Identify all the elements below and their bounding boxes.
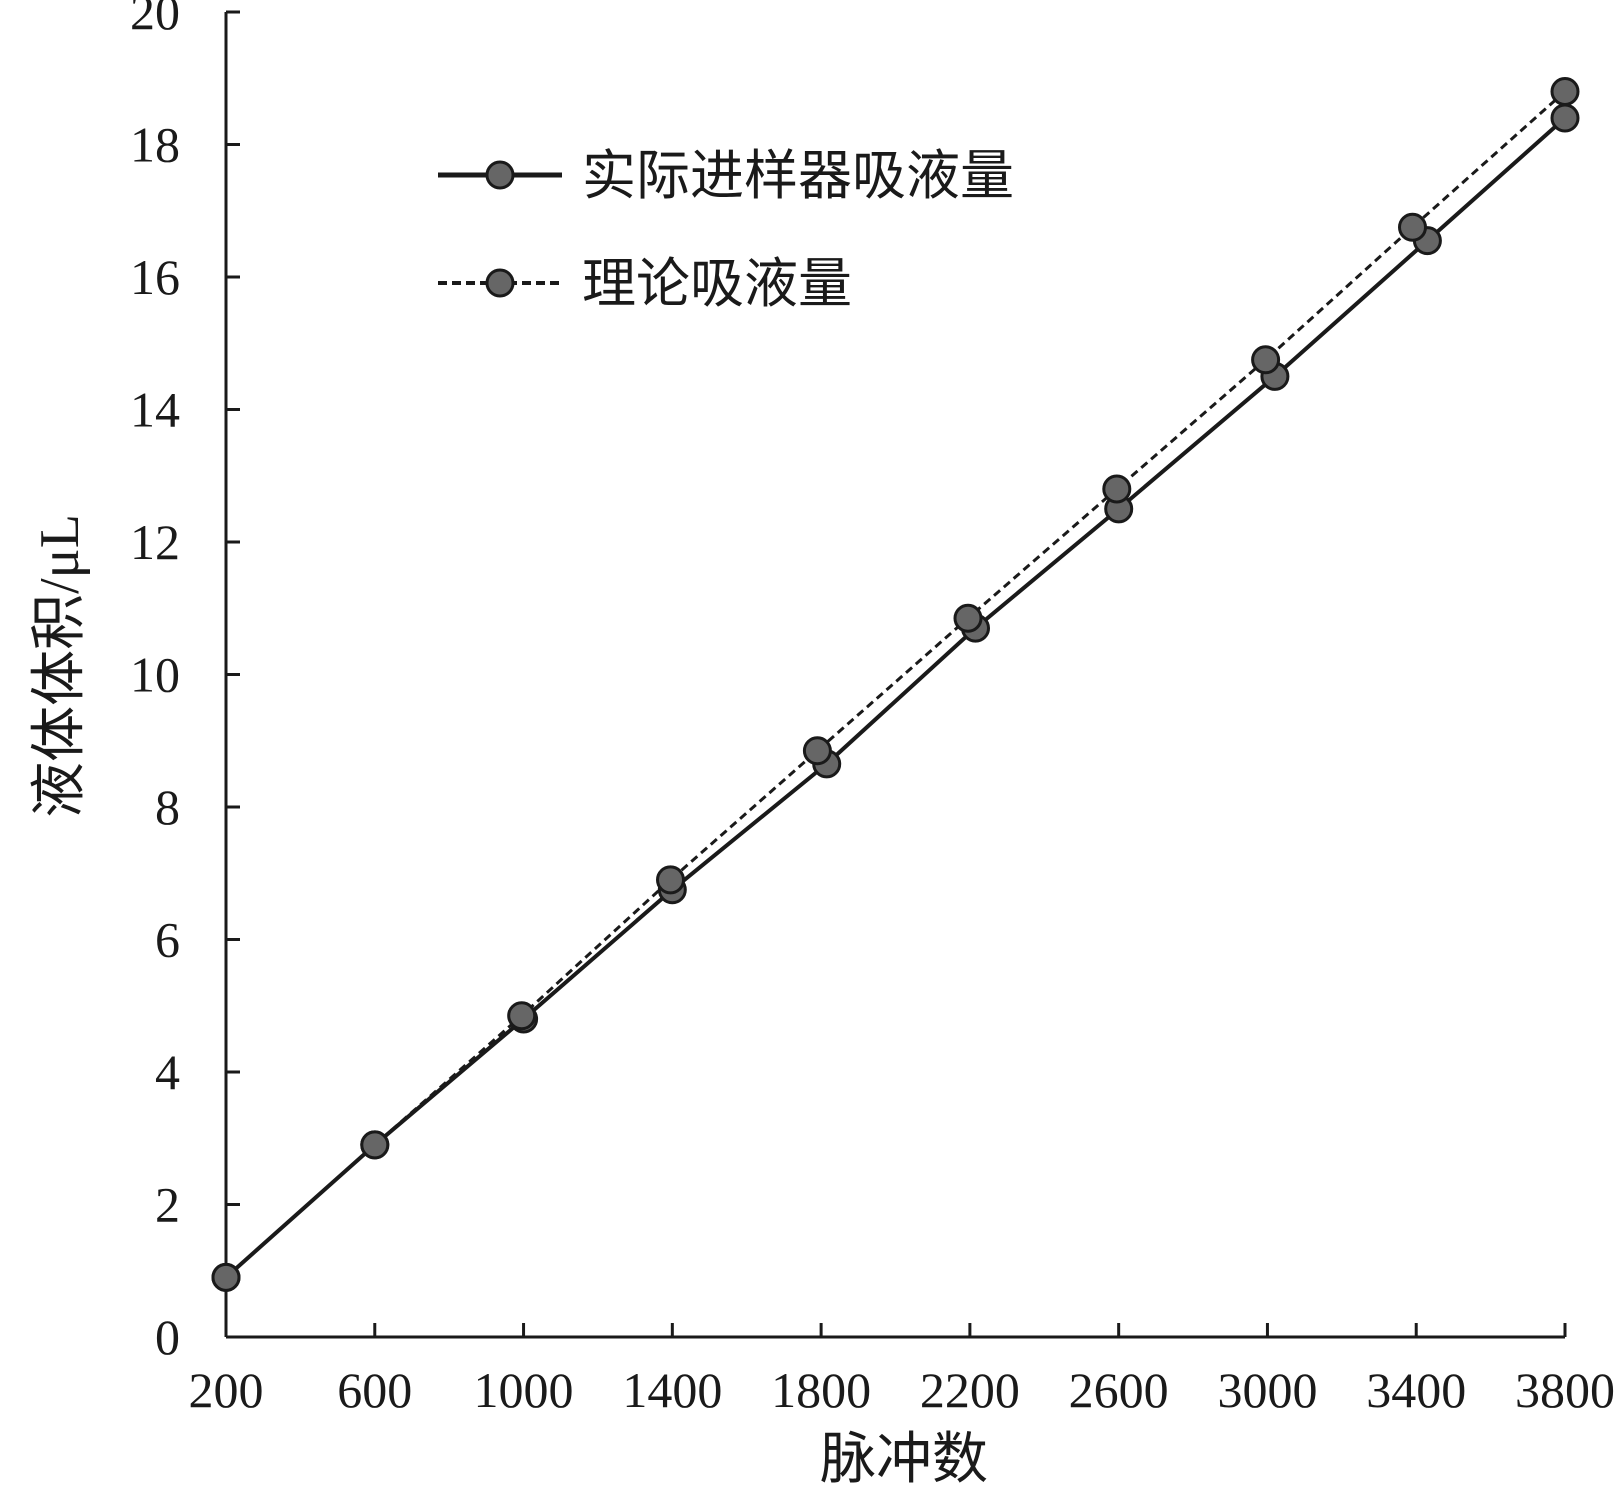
- y-tick-label: 8: [155, 779, 180, 835]
- data-point-series-1: [1102, 474, 1132, 504]
- x-tick-label: 3800: [1515, 1362, 1615, 1418]
- data-point-series-1: [656, 865, 685, 895]
- x-axis-title: 脉冲数: [820, 1429, 988, 1491]
- data-point-series-1: [802, 736, 832, 766]
- x-tick-label: 1400: [622, 1362, 722, 1418]
- x-tick-label: 2600: [1069, 1362, 1169, 1418]
- y-tick-label: 0: [155, 1309, 180, 1365]
- series-line-0: [224, 116, 1567, 1279]
- y-tick-label: 4: [155, 1044, 180, 1100]
- legend-marker-0: [485, 160, 515, 190]
- y-tick-label: 6: [155, 912, 180, 968]
- legend-marker-1: [485, 268, 515, 298]
- y-tick-label: 12: [130, 514, 180, 570]
- y-tick-label: 2: [155, 1177, 180, 1233]
- legend-label-0: 实际进样器吸液量: [582, 146, 1014, 206]
- series-line-1: [225, 90, 1566, 1279]
- data-point-series-0: [1550, 103, 1580, 133]
- data-point-series-1: [1550, 77, 1580, 106]
- data-point-series-1: [1251, 345, 1281, 375]
- data-point-series-1: [211, 1262, 241, 1292]
- x-tick-label: 600: [337, 1362, 412, 1418]
- y-tick-label: 14: [130, 382, 180, 438]
- legend-label-1: 理论吸液量: [582, 254, 852, 314]
- data-point-series-1: [507, 1001, 537, 1031]
- plot-area: [211, 77, 1580, 1292]
- x-tick-label: 3000: [1217, 1362, 1317, 1418]
- axes: 0 2 4 6 8 10 12 14 16 18 20 200 600 1000 1400 1800 2200 2…: [130, 0, 1615, 1418]
- x-tick-label: 1000: [474, 1362, 574, 1418]
- x-tick-label: 200: [189, 1362, 264, 1418]
- y-tick-label: 18: [130, 117, 180, 173]
- y-tick-label: 16: [130, 249, 180, 305]
- y-axis-title: 液体体积/μL: [29, 514, 91, 818]
- x-tick-label: 1800: [771, 1362, 871, 1418]
- x-tick-label: 3400: [1366, 1362, 1466, 1418]
- y-tick-label: 10: [130, 647, 180, 703]
- data-point-series-1: [1398, 212, 1427, 242]
- data-point-series-1: [953, 603, 983, 633]
- y-tick-label: 20: [130, 0, 180, 40]
- x-tick-label: 2200: [920, 1362, 1020, 1418]
- data-point-series-1: [360, 1130, 390, 1160]
